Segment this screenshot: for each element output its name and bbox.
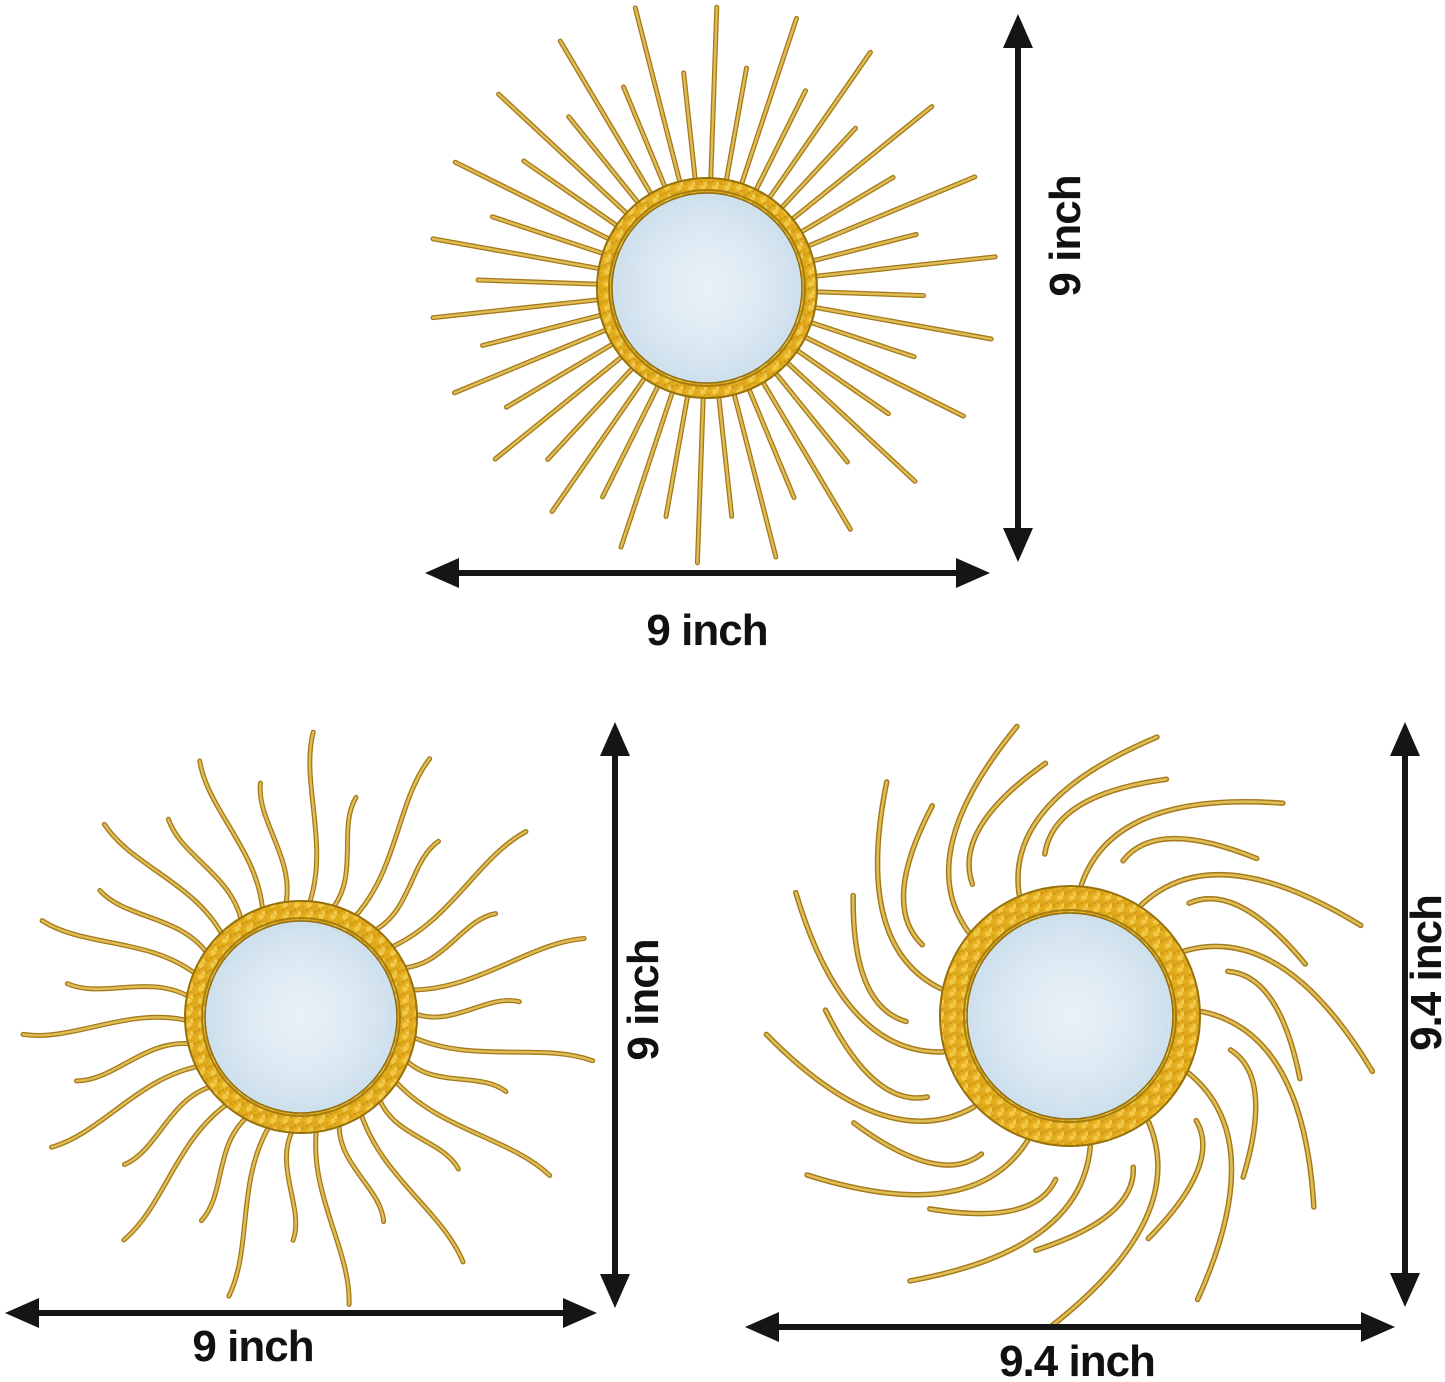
top-mirror-height-arrow [1003, 14, 1033, 562]
bottomleft-mirror-width-label: 9 inch [192, 1322, 314, 1371]
bottomleft-mirror-height-label: 9 inch [619, 939, 668, 1061]
bottomright-mirror-height-label: 9.4 inch [1402, 895, 1445, 1051]
top-mirror-height-label: 9 inch [1041, 175, 1090, 297]
top-mirror-width-arrow [425, 558, 990, 588]
top-mirror-width-label: 9 inch [646, 606, 768, 655]
bottomright-mirror-width-label: 9.4 inch [999, 1337, 1156, 1382]
